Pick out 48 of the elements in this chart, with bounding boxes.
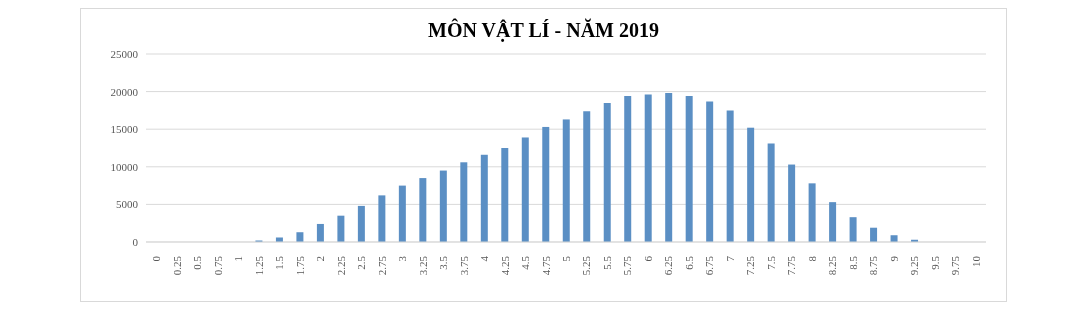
x-tick-label: 7.5: [764, 255, 777, 270]
x-tick-label: 7: [723, 255, 736, 262]
x-tick-label: 9.5: [928, 255, 941, 270]
x-tick-label: 10: [969, 255, 982, 267]
x-tick-label: 2.25: [334, 255, 347, 276]
x-tick-label: 6.75: [703, 255, 716, 276]
x-tick-label: 5.25: [580, 255, 593, 276]
x-tick-label: 9: [887, 255, 900, 262]
x-tick-label: 4.25: [498, 255, 511, 276]
x-tick-label: 2.5: [355, 255, 368, 270]
x-tick-label: 5: [560, 255, 572, 262]
x-tick-label: 4.75: [539, 255, 552, 276]
x-tick-label: 3.25: [416, 255, 429, 276]
x-tick-label: 8.75: [867, 255, 880, 276]
x-tick-label: 2: [314, 256, 327, 262]
x-tick-label: 8.5: [846, 255, 859, 270]
x-tick-label: 1.75: [293, 255, 306, 276]
x-tick-label: 1.25: [252, 255, 265, 276]
x-tick-label: 3: [396, 255, 409, 262]
x-tick-label: 5.75: [621, 255, 634, 276]
x-tick-label: 1.5: [273, 255, 286, 270]
y-tick-label: 20000: [110, 85, 139, 98]
x-tick-label: 0.5: [191, 255, 204, 270]
x-tick-label: 2.75: [375, 255, 388, 276]
x-tick-label: 6: [641, 255, 654, 262]
chart-title: MÔN VẬT LÍ - NĂM 2019: [427, 19, 660, 42]
y-tick-label: 15000: [110, 123, 139, 136]
x-tick-label: 8: [805, 255, 818, 262]
y-tick-label: 10000: [110, 160, 139, 173]
x-tick-label: 8.25: [826, 255, 839, 276]
y-tick-label: 25000: [110, 47, 139, 60]
y-tick-label: 5000: [116, 198, 139, 211]
x-tick-label: 7.75: [785, 255, 798, 276]
x-tick-label: 1: [232, 256, 245, 262]
x-tick-label: 4.5: [519, 255, 532, 270]
x-tick-label: 7.25: [744, 255, 757, 276]
x-tick-label: 9.75: [949, 255, 962, 276]
x-tick-label: 0.25: [170, 255, 183, 276]
x-tick-label: 6.25: [662, 255, 675, 276]
x-tick-label: 3.5: [437, 255, 450, 270]
x-tick-label: 0.75: [211, 255, 224, 276]
x-tick-label: 0: [150, 255, 163, 262]
x-tick-label: 3.75: [457, 255, 470, 276]
x-tick-label: 4: [478, 255, 491, 262]
x-tick-label: 5.5: [600, 255, 613, 270]
x-tick-label: 9.25: [908, 255, 921, 276]
y-tick-label: 0: [132, 235, 139, 248]
x-tick-label: 6.5: [682, 255, 695, 270]
